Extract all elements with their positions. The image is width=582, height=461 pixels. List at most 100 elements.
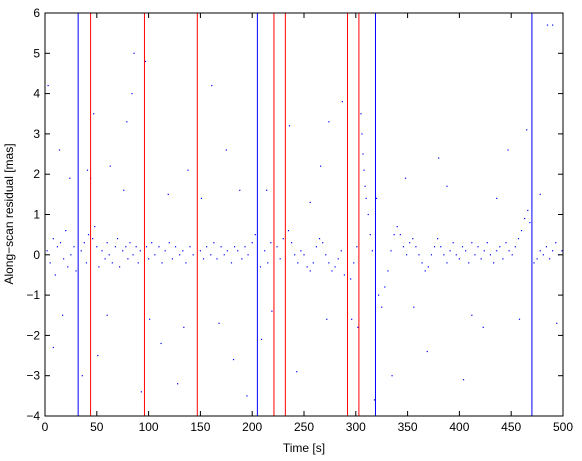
data-point <box>122 250 124 252</box>
axis-ticks <box>44 12 564 417</box>
data-point <box>140 391 142 393</box>
data-point <box>246 395 248 397</box>
data-point <box>421 262 423 264</box>
data-point <box>62 314 64 316</box>
data-point <box>106 242 108 244</box>
data-point <box>65 230 67 232</box>
data-point <box>108 254 110 256</box>
data-point <box>486 242 488 244</box>
data-point <box>461 246 464 248</box>
data-point <box>527 209 529 212</box>
data-point <box>241 258 243 260</box>
data-point <box>223 254 225 256</box>
data-point <box>183 326 185 328</box>
data-point <box>405 254 408 256</box>
data-point <box>387 270 389 272</box>
data-point <box>98 266 100 268</box>
data-point <box>276 246 278 248</box>
data-point <box>116 238 119 240</box>
data-point <box>80 250 82 252</box>
x-tick-label: 0 <box>42 420 49 434</box>
data-point <box>546 24 549 26</box>
x-tick-label: 50 <box>90 420 104 434</box>
data-point <box>63 258 65 260</box>
data-point <box>309 270 311 272</box>
data-point <box>309 201 311 204</box>
data-point <box>189 246 191 248</box>
data-point <box>129 242 131 244</box>
data-point <box>260 338 263 341</box>
data-point <box>149 318 151 320</box>
data-point <box>315 246 318 248</box>
data-point <box>409 242 411 244</box>
data-point <box>125 246 127 248</box>
data-point <box>458 258 460 260</box>
data-point <box>254 234 256 236</box>
data-point <box>404 177 407 179</box>
data-point <box>373 399 376 401</box>
data-point <box>168 242 170 244</box>
data-point <box>526 129 528 131</box>
data-point <box>52 346 54 349</box>
data-point <box>505 242 507 244</box>
data-point <box>548 258 551 260</box>
data-point <box>67 266 69 268</box>
x-tick-label: 400 <box>449 420 469 434</box>
data-point <box>92 238 94 240</box>
data-point <box>47 84 49 87</box>
x-tick-label: 450 <box>501 420 521 434</box>
data-point <box>161 262 163 264</box>
data-point <box>536 258 538 260</box>
data-point <box>290 242 293 244</box>
y-tick-label: −3 <box>26 369 40 383</box>
data-point <box>296 371 298 373</box>
data-point <box>365 197 367 199</box>
data-point <box>111 262 113 264</box>
data-point <box>471 242 473 244</box>
data-point <box>402 246 405 248</box>
data-point <box>199 250 201 252</box>
data-point <box>109 165 111 167</box>
data-point <box>94 225 96 228</box>
data-point <box>328 121 330 123</box>
data-point <box>480 258 482 260</box>
y-tick-label: 5 <box>33 46 40 60</box>
data-point <box>247 254 249 256</box>
data-point <box>326 318 328 320</box>
data-point <box>210 254 212 256</box>
data-point <box>264 250 266 252</box>
data-point <box>97 354 99 357</box>
data-point <box>502 258 504 260</box>
data-point <box>123 189 125 191</box>
data-point <box>489 254 492 256</box>
data-point <box>533 262 535 264</box>
data-point <box>126 121 128 123</box>
data-point <box>556 322 558 324</box>
data-point <box>412 238 414 240</box>
data-point <box>282 238 284 240</box>
data-point <box>118 266 121 268</box>
data-point <box>360 113 362 115</box>
data-point <box>300 250 302 252</box>
data-point <box>86 169 89 171</box>
data-point <box>319 165 322 167</box>
data-point <box>87 234 90 236</box>
data-point <box>499 246 501 248</box>
data-point <box>529 221 531 224</box>
axis-tick-labels: 0 50 100 150 200 250 300 350 400 450 500 −4 −3 −2 −1 0 1… <box>26 6 573 434</box>
data-point <box>492 262 495 264</box>
x-axis-label: Time [s] <box>283 441 325 455</box>
data-point <box>200 197 203 199</box>
data-point <box>413 306 415 308</box>
data-point <box>391 375 393 377</box>
data-point <box>137 262 139 264</box>
data-point <box>371 250 373 252</box>
data-point <box>393 234 395 236</box>
data-point <box>69 177 71 179</box>
data-point <box>496 250 498 252</box>
data-point <box>415 246 417 248</box>
data-point <box>93 113 95 115</box>
data-point <box>520 230 523 232</box>
x-tick-label: 350 <box>398 420 418 434</box>
data-point <box>340 250 342 252</box>
